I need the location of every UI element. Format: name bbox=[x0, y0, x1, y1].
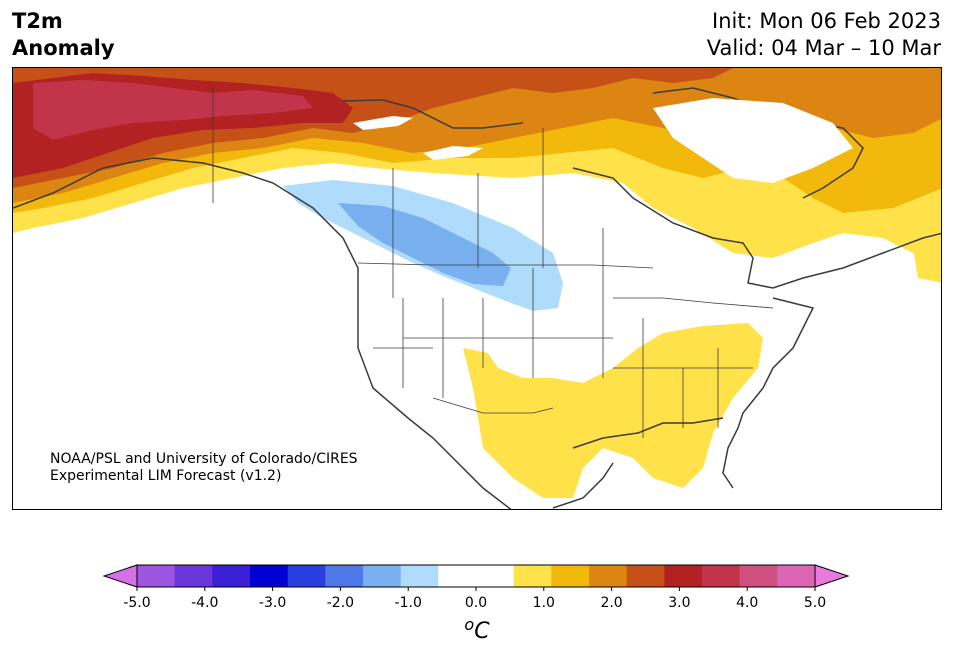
init-date: Init: Mon 06 Feb 2023 bbox=[712, 9, 941, 33]
colorbar-cell bbox=[174, 565, 213, 587]
colorbar-cell bbox=[702, 565, 741, 587]
colorbar-tick-label: 0.0 bbox=[465, 595, 487, 611]
unit-letter: C bbox=[474, 619, 490, 644]
colorbar-unit: oC bbox=[464, 615, 490, 644]
colorbar-cell bbox=[739, 565, 778, 587]
forecast-dates: Init: Mon 06 Feb 2023 Valid: 04 Mar – 10… bbox=[707, 8, 941, 62]
colorbar-cell bbox=[551, 565, 590, 587]
colorbar-cell bbox=[513, 565, 552, 587]
colorbar-tick-label: -1.0 bbox=[395, 595, 422, 611]
coastlines bbox=[13, 87, 941, 509]
unit-superscript: o bbox=[464, 615, 474, 634]
colorbar-ticks: -5.0 -4.0 -3.0 -2.0 -1.0 0.0 1.0 2.0 3.0 4.0 5.0 bbox=[123, 587, 826, 611]
colorbar-tick-label: -4.0 bbox=[191, 595, 218, 611]
anomaly-map bbox=[13, 68, 941, 509]
colorbar-tick-label: 5.0 bbox=[804, 595, 826, 611]
colorbar-cell bbox=[438, 565, 477, 587]
colorbar-cell bbox=[325, 565, 364, 587]
colorbar-tick-label: 1.0 bbox=[533, 595, 555, 611]
map-title: T2m Anomaly bbox=[12, 8, 115, 62]
colorbar-cell bbox=[363, 565, 402, 587]
colorbar-cell bbox=[400, 565, 439, 587]
colorbar-left-extension bbox=[102, 564, 138, 588]
warm-yellow-south bbox=[463, 323, 763, 498]
colorbar: -5.0 -4.0 -3.0 -2.0 -1.0 0.0 1.0 2.0 3.0 4.0 5.0 o… bbox=[0, 560, 953, 650]
colorbar-cell bbox=[212, 565, 251, 587]
credit-line-2: Experimental LIM Forecast (v1.2) bbox=[50, 468, 282, 484]
colorbar-tick-label: -5.0 bbox=[123, 595, 150, 611]
map-panel: NOAA/PSL and University of Colorado/CIRE… bbox=[12, 67, 942, 510]
colorbar-cells bbox=[137, 565, 816, 587]
credit-text: NOAA/PSL and University of Colorado/CIRE… bbox=[50, 451, 358, 485]
warm-yellow-east-canada bbox=[913, 238, 941, 283]
boundaries bbox=[212, 88, 774, 438]
colorbar-cell bbox=[287, 565, 326, 587]
credit-line-1: NOAA/PSL and University of Colorado/CIRE… bbox=[50, 451, 358, 467]
colorbar-tick-label: 3.0 bbox=[668, 595, 690, 611]
colorbar-cell bbox=[250, 565, 289, 587]
colorbar-cell bbox=[476, 565, 515, 587]
title-line-2: Anomaly bbox=[12, 36, 115, 60]
warm-deep-red-core bbox=[33, 80, 313, 140]
colorbar-cell bbox=[589, 565, 628, 587]
colorbar-cell bbox=[777, 565, 816, 587]
valid-date: Valid: 04 Mar – 10 Mar bbox=[706, 36, 941, 60]
title-line-1: T2m bbox=[12, 9, 63, 33]
colorbar-tick-label: -3.0 bbox=[259, 595, 286, 611]
colorbar-tick-label: -2.0 bbox=[327, 595, 354, 611]
colorbar-right-extension bbox=[814, 564, 850, 588]
colorbar-tick-label: 4.0 bbox=[736, 595, 758, 611]
colorbar-svg: -5.0 -4.0 -3.0 -2.0 -1.0 0.0 1.0 2.0 3.0 4.0 5.0 o… bbox=[102, 564, 850, 644]
colorbar-tick-label: 2.0 bbox=[600, 595, 622, 611]
colorbar-cell bbox=[626, 565, 665, 587]
colorbar-cell bbox=[664, 565, 703, 587]
lakes bbox=[353, 98, 853, 183]
colorbar-cell bbox=[137, 565, 176, 587]
